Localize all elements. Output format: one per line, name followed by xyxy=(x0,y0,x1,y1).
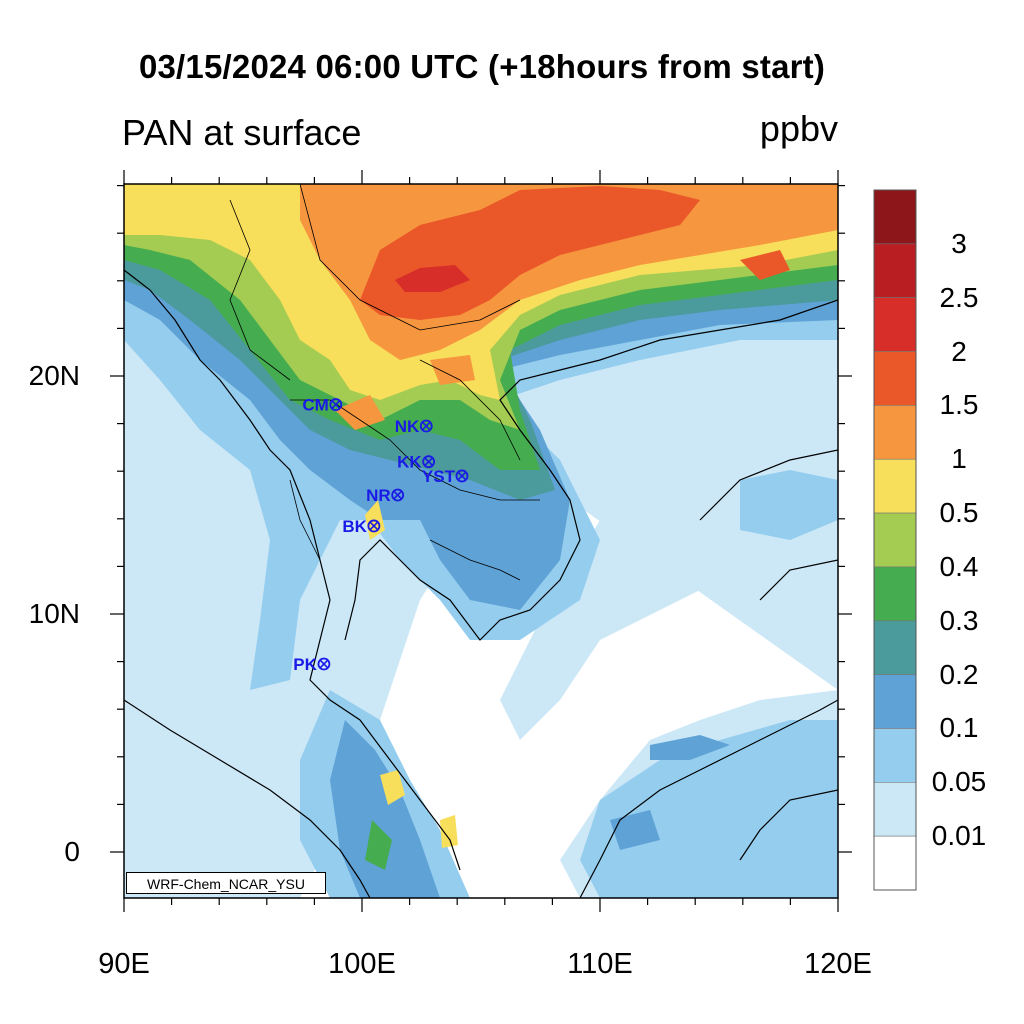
station-marker-icon xyxy=(329,398,343,411)
station-nr: NR xyxy=(366,486,405,505)
colorbar-swatch xyxy=(873,512,917,568)
axis-ticks xyxy=(110,170,852,912)
station-marker-icon xyxy=(391,488,405,502)
colorbar-swatch xyxy=(873,458,917,514)
station-cross-icon xyxy=(331,400,341,409)
units-label: ppbv xyxy=(759,108,838,149)
colorbar-level-label: 2 xyxy=(951,335,967,367)
station-label: KK xyxy=(397,453,422,472)
station-label: PK xyxy=(293,655,317,674)
colorbar-level-label: 1 xyxy=(951,443,967,475)
station-nk: NK xyxy=(395,417,433,436)
lat-tick-0: 0 xyxy=(64,836,80,867)
lon-tick-90e: 90E xyxy=(98,948,150,980)
colorbar-swatch xyxy=(873,297,917,352)
colorbar-level-label: 0.3 xyxy=(939,604,979,636)
lon-tick-120e: 120E xyxy=(804,948,872,980)
station-cross-icon xyxy=(393,490,403,500)
station-cm: CM xyxy=(302,396,343,415)
map-title: 03/15/2024 06:00 UTC (+18hours from star… xyxy=(138,48,826,85)
colorbar-swatch xyxy=(873,189,917,245)
station-label: BK xyxy=(342,517,367,536)
country-borders xyxy=(229,184,540,581)
station-cross-icon xyxy=(421,421,431,431)
lon-tick-110e: 110E xyxy=(567,948,633,980)
colorbar-swatch xyxy=(873,728,917,783)
station-cross-icon xyxy=(369,521,379,531)
station-marker-icon xyxy=(422,455,436,469)
lat-tick-10n: 10N xyxy=(28,598,80,629)
station-cross-icon xyxy=(319,659,329,669)
colorbar-swatch xyxy=(873,620,917,675)
station-label: CM xyxy=(302,396,328,415)
colorbar-level-label: 2.5 xyxy=(939,281,979,313)
colorbar-swatch xyxy=(873,674,917,729)
station-cross-icon xyxy=(424,457,434,467)
colorbar-swatch xyxy=(873,835,917,891)
colorbar-frame xyxy=(873,189,917,891)
colorbar-level-label: 1.5 xyxy=(939,389,979,421)
station-label: NR xyxy=(366,486,391,505)
model-credit: WRF-Chem_NCAR_YSU xyxy=(126,872,326,894)
colorbar-level-label: 3 xyxy=(951,227,967,259)
station-pk: PK xyxy=(293,655,331,674)
colorbar-level-label: 0.05 xyxy=(931,766,987,798)
station-marker-icon xyxy=(455,469,469,483)
colorbar-swatch xyxy=(873,405,917,460)
plot-frame xyxy=(123,183,839,899)
station-marker-icon xyxy=(419,419,433,433)
colorbar-swatch xyxy=(873,351,917,406)
colorbar xyxy=(873,189,917,891)
station-marker-icon xyxy=(317,657,331,671)
station-label: YST xyxy=(422,467,456,486)
station-bk: BK xyxy=(342,517,381,536)
station-cross-icon xyxy=(457,471,467,481)
colorbar-level-label: 0.1 xyxy=(939,712,979,744)
station-label: NK xyxy=(395,417,420,436)
station-yst: YST xyxy=(422,467,469,486)
colorbar-level-label: 0.5 xyxy=(939,497,979,529)
station-marker-icon xyxy=(367,519,381,533)
concentration-field xyxy=(124,184,838,898)
colorbar-swatch xyxy=(873,566,917,622)
lon-tick-100e: 100E xyxy=(328,948,396,980)
variable-label: PAN at surface xyxy=(122,112,362,153)
colorbar-swatch xyxy=(873,782,917,837)
station-kk: KK xyxy=(397,453,436,472)
lat-tick-20n: 20N xyxy=(28,360,80,391)
colorbar-level-label: 0.01 xyxy=(931,820,987,852)
colorbar-level-label: 0.2 xyxy=(939,658,979,690)
colorbar-level-label: 0.4 xyxy=(939,550,979,582)
band-2 xyxy=(395,265,470,292)
colorbar-swatch xyxy=(873,243,917,298)
